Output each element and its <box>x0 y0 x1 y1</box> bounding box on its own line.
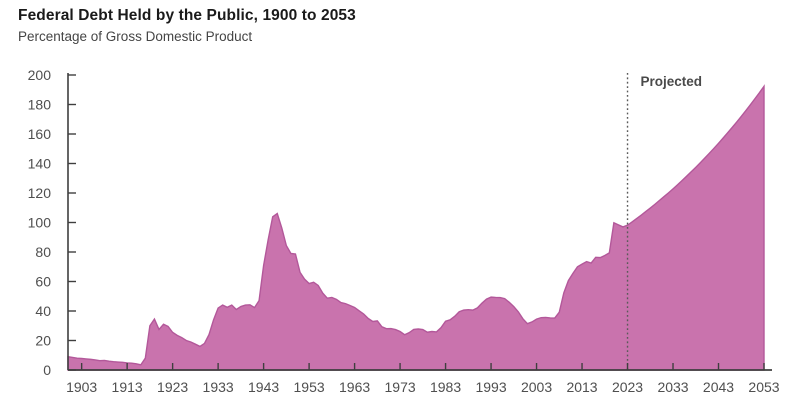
x-tick-label: 1973 <box>385 379 416 395</box>
projected-label: Projected <box>641 74 703 89</box>
x-tick-label: 1993 <box>475 379 506 395</box>
chart-subtitle: Percentage of Gross Domestic Product <box>18 29 253 44</box>
y-tick-label: 120 <box>28 185 52 201</box>
x-tick-label: 1923 <box>157 379 188 395</box>
x-tick-label: 2033 <box>657 379 688 395</box>
x-tick-label: 2043 <box>703 379 734 395</box>
y-tick-label: 180 <box>28 97 52 113</box>
y-tick-label: 160 <box>28 126 52 142</box>
x-tick-label: 1913 <box>112 379 143 395</box>
chart-header: Federal Debt Held by the Public, 1900 to… <box>18 6 356 45</box>
x-tick-label: 2023 <box>612 379 643 395</box>
x-tick-label: 1933 <box>203 379 234 395</box>
y-tick-label: 140 <box>28 156 52 172</box>
y-tick-label: 40 <box>35 303 51 319</box>
y-tick-label: 80 <box>35 244 51 260</box>
x-tick-label: 1983 <box>430 379 461 395</box>
x-tick-label: 1963 <box>339 379 370 395</box>
y-tick-label: 0 <box>43 362 51 378</box>
debt-area-series <box>67 84 765 371</box>
x-tick-label: 2053 <box>748 379 779 395</box>
y-tick-label: 200 <box>28 67 52 83</box>
y-tick-label: 100 <box>28 215 52 231</box>
x-tick-label: 1943 <box>248 379 279 395</box>
x-tick-label: 2013 <box>566 379 597 395</box>
x-tick-label: 1953 <box>294 379 325 395</box>
chart-title: Federal Debt Held by the Public, 1900 to… <box>18 7 356 24</box>
x-tick-label: 2003 <box>521 379 552 395</box>
y-tick-label: 60 <box>35 274 51 290</box>
x-tick-label: 1903 <box>66 379 97 395</box>
y-tick-label: 20 <box>35 333 51 349</box>
